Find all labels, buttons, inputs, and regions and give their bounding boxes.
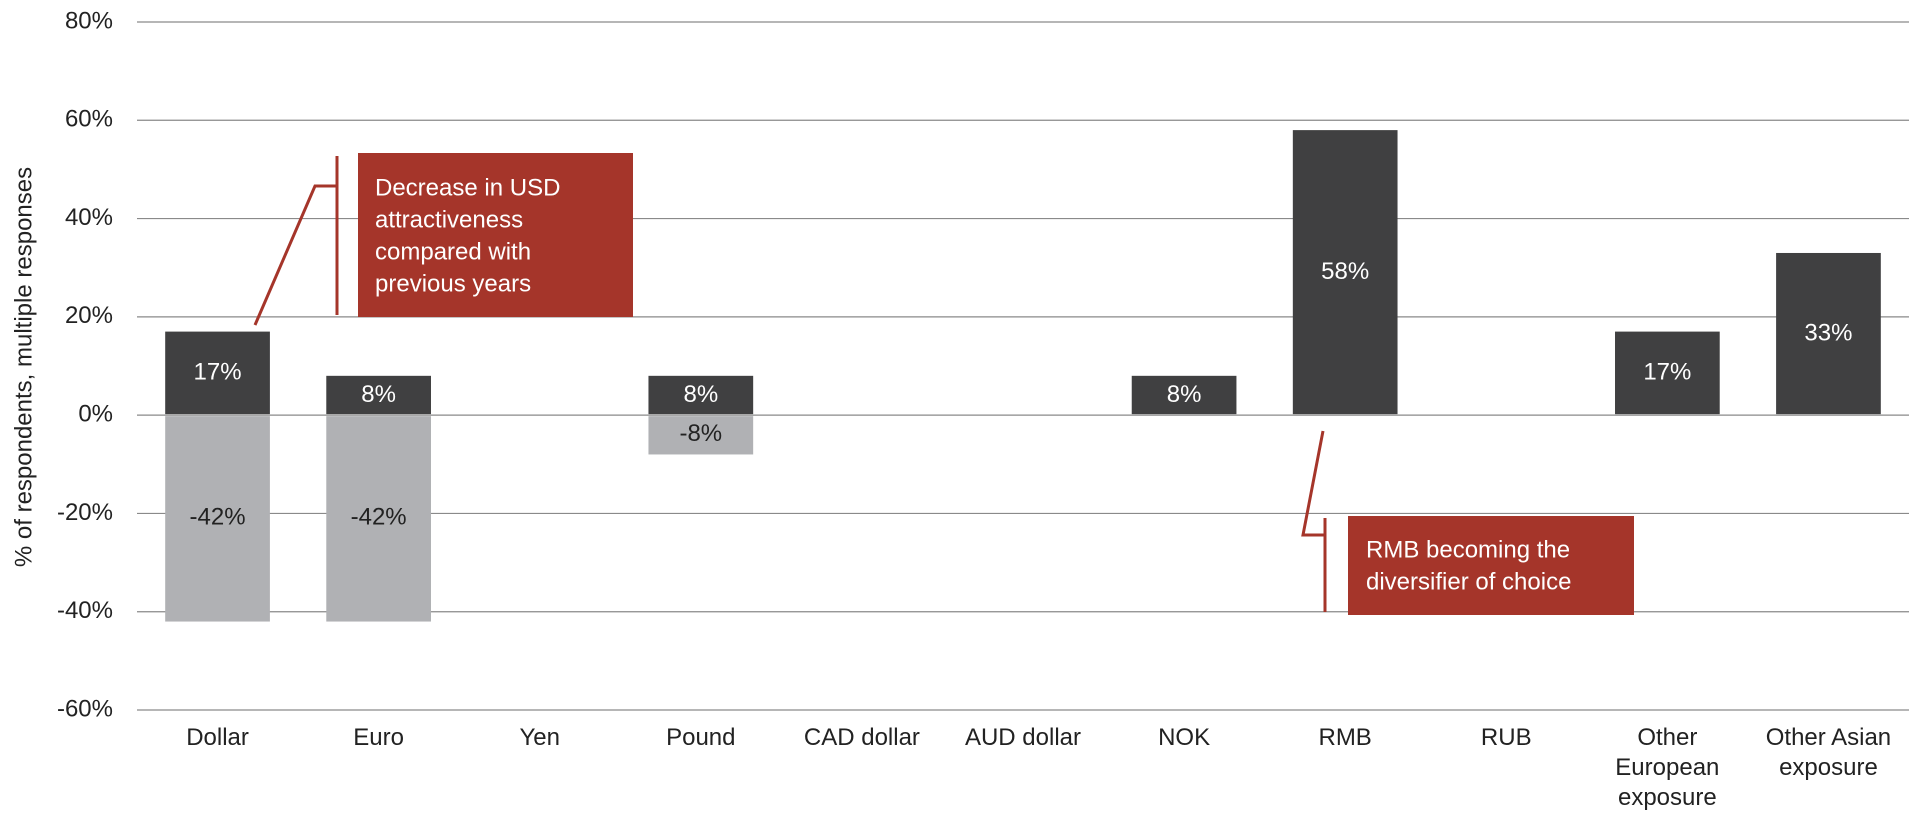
value-label: 17% xyxy=(194,359,242,386)
y-tick-label: -60% xyxy=(57,695,113,722)
bar xyxy=(165,416,270,622)
x-tick-label-box: Other Asian exposure xyxy=(1765,724,1892,781)
bar xyxy=(1131,375,1237,415)
value-label: -42% xyxy=(190,504,246,531)
x-tick-label: NOK xyxy=(1158,724,1211,751)
x-tick-label-box: RMB xyxy=(1318,724,1372,751)
y-tick-label: 80% xyxy=(65,7,113,34)
bar xyxy=(1776,252,1881,415)
x-tick-label: Yen xyxy=(519,724,560,751)
x-tick-label-box: Yen xyxy=(519,724,560,751)
value-label: 33% xyxy=(1804,319,1852,346)
y-tick-label: -20% xyxy=(57,499,113,526)
annotation-text: Decrease in USD xyxy=(375,174,560,201)
annotation-text: RMB becoming the xyxy=(1366,536,1570,563)
bar xyxy=(1292,130,1398,415)
annotation-text: previous years xyxy=(375,270,531,297)
x-tick-label: Other European exposure xyxy=(1615,724,1720,811)
bar xyxy=(165,331,270,415)
y-tick-label: 40% xyxy=(65,204,113,231)
annotation: RMB becoming the diversifier of choice xyxy=(1301,430,1634,615)
bar xyxy=(648,416,754,455)
value-label: 8% xyxy=(1167,381,1202,408)
x-tick-label-box: Other European exposure xyxy=(1615,724,1720,811)
y-tick-label: -40% xyxy=(57,597,113,624)
annotation-text: compared with xyxy=(375,238,531,265)
value-label: 8% xyxy=(683,381,718,408)
annotation-box xyxy=(358,153,633,317)
x-tick-label-box: Pound xyxy=(666,724,736,751)
y-tick-label: 60% xyxy=(65,106,113,133)
annotation: Decrease in USD attractiveness compared wi… xyxy=(253,153,633,326)
x-tick-label: Other Asian exposure xyxy=(1765,724,1892,781)
bar xyxy=(648,375,754,415)
bar xyxy=(326,416,431,622)
value-label: 17% xyxy=(1643,359,1691,386)
y-tick-label: 0% xyxy=(78,400,113,427)
x-tick-label: Pound xyxy=(666,724,736,751)
x-tick-label: Euro xyxy=(353,724,404,751)
y-tick-label: 20% xyxy=(65,302,113,329)
x-tick-label-box: AUD dollar xyxy=(964,724,1082,751)
x-tick-label-box: Euro xyxy=(353,724,404,751)
value-label: -42% xyxy=(351,504,407,531)
x-tick-label: Dollar xyxy=(186,724,249,751)
annotation-text: attractiveness xyxy=(375,206,523,233)
x-tick-label-box: RUB xyxy=(1480,724,1532,751)
annotation-text: diversifier of choice xyxy=(1366,568,1571,595)
x-tick-label: RUB xyxy=(1480,724,1532,751)
x-tick-label-box: Dollar xyxy=(186,724,249,751)
annotation-connector xyxy=(253,184,337,326)
x-tick-label-box: CAD dollar xyxy=(803,724,920,751)
x-tick-label: AUD dollar xyxy=(964,724,1082,751)
value-label: 58% xyxy=(1321,258,1369,285)
annotation-box xyxy=(1348,516,1634,615)
y-axis-label: % of respondents, multiple responses xyxy=(10,167,37,567)
value-label: 8% xyxy=(361,381,396,408)
value-label: -8% xyxy=(679,420,722,447)
annotation-connector xyxy=(1301,430,1325,537)
x-tick-label: RMB xyxy=(1318,724,1372,751)
bar xyxy=(326,375,431,415)
x-tick-label-box: NOK xyxy=(1158,724,1211,751)
bar xyxy=(1615,331,1720,415)
x-tick-label: CAD dollar xyxy=(803,724,920,751)
